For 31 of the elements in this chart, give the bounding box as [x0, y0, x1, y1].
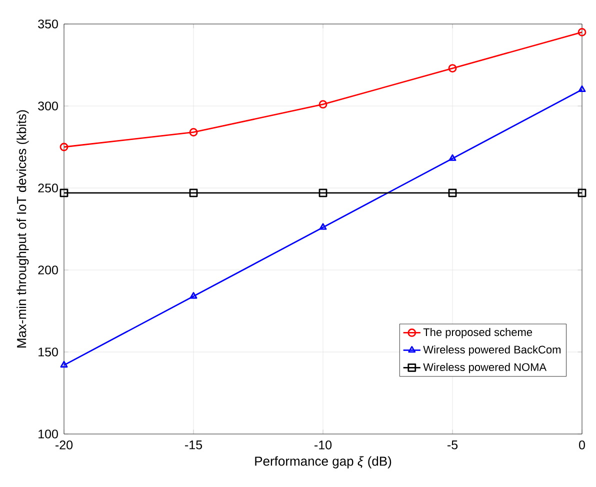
legend-label: The proposed scheme	[423, 328, 532, 338]
point	[60, 142, 68, 152]
point	[578, 28, 586, 36]
point	[60, 188, 68, 198]
point	[60, 360, 68, 368]
x-tick-label: -20	[56, 440, 73, 450]
y-tick-label: 100	[38, 430, 58, 438]
x-tick-label: -10	[314, 440, 332, 450]
y-tick-label: 250	[38, 184, 58, 192]
point	[578, 85, 586, 92]
point	[448, 154, 456, 161]
point	[318, 100, 328, 109]
point	[190, 292, 198, 299]
legend-label: Wireless powered BackCom	[423, 345, 561, 356]
point	[319, 223, 327, 230]
y-axis-title: Max-min throughput of IoT devices (kbits)	[16, 110, 29, 348]
point	[448, 188, 457, 198]
point	[189, 128, 198, 136]
point	[448, 64, 457, 72]
y-tick-label: 350	[38, 20, 58, 28]
legend-label: Wireless powered NOMA	[423, 362, 547, 374]
x-tick-label: 0	[579, 440, 585, 450]
point	[189, 188, 198, 198]
x-tick-label: -5	[448, 440, 458, 450]
y-tick-label: 200	[38, 266, 58, 274]
point	[318, 188, 328, 198]
point	[578, 188, 586, 198]
y-tick-label: 150	[38, 348, 58, 356]
y-tick-label: 300	[38, 102, 58, 110]
x-tick-label: -15	[185, 440, 202, 450]
x-axis-title: Performance gap ξ (dB)	[255, 456, 392, 468]
